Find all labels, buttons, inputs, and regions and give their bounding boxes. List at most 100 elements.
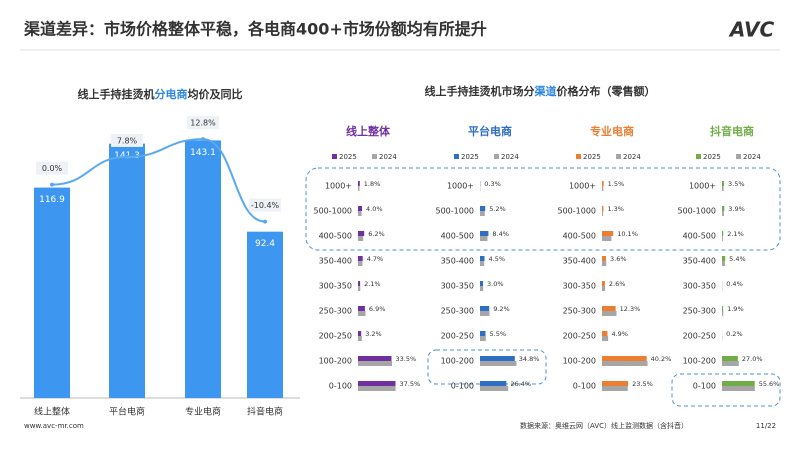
category-label: 0-100 (329, 382, 352, 391)
category-label: 400-500 (683, 232, 716, 241)
bar (602, 381, 629, 386)
bar (602, 306, 616, 311)
title-segment: 渠道 (535, 84, 557, 98)
bar (358, 281, 361, 286)
bar (602, 286, 606, 291)
bar (480, 211, 485, 216)
value-label: 3.2% (365, 330, 382, 338)
growth-label-box (111, 133, 143, 147)
bar (480, 286, 484, 291)
value-label: 5.2% (489, 205, 506, 213)
bar (358, 211, 362, 216)
legend-label: 2025 (583, 153, 601, 161)
bar (722, 306, 724, 311)
panel-title: 线上整体 (346, 124, 391, 138)
category-label: 1000+ (325, 182, 352, 191)
bar (602, 206, 604, 211)
bar (109, 143, 145, 398)
chart-title: 线上手持挂烫机市场分渠道价格分布（零售额） (425, 84, 656, 98)
growth-label-box (187, 116, 219, 130)
bar (480, 236, 488, 241)
category-label: 500-1000 (677, 207, 716, 216)
category-label: 300-350 (319, 282, 352, 291)
bar (480, 206, 486, 211)
bar (602, 356, 647, 361)
logo: AVC (728, 18, 775, 42)
value-label: 0.2% (726, 330, 743, 338)
bar (602, 181, 604, 186)
category-label: 100-200 (441, 357, 474, 366)
value-label: 3.6% (610, 255, 627, 263)
bar (358, 311, 366, 316)
bar (480, 356, 515, 361)
value-label: 26.4% (510, 380, 531, 388)
bar (602, 311, 617, 316)
category-label: 200-250 (563, 332, 596, 341)
bar (602, 186, 604, 191)
value-label: 1.8% (364, 180, 381, 188)
value-label: 4.9% (611, 330, 628, 338)
bar (358, 386, 396, 391)
highlight-box (305, 167, 781, 251)
value-label: 4.0% (366, 205, 383, 213)
value-label: 2.6% (609, 280, 626, 288)
bar (722, 311, 724, 316)
value-label: 5.5% (490, 330, 507, 338)
bar (358, 256, 363, 261)
category-label: 350-400 (319, 257, 352, 266)
bar (480, 306, 490, 311)
bar (358, 336, 362, 341)
bar (480, 256, 485, 261)
bar (358, 306, 365, 311)
bar (358, 286, 361, 291)
bar (602, 231, 614, 236)
category-label: 300-350 (441, 282, 474, 291)
bar (185, 140, 221, 399)
panel-title: 抖音电商 (710, 124, 754, 138)
legend-label: 2024 (743, 153, 761, 161)
value-label: 0.3% (484, 180, 501, 188)
bar (722, 181, 725, 186)
bar (358, 206, 362, 211)
legend-label: 2025 (461, 153, 479, 161)
panel-title: 平台电商 (468, 124, 512, 138)
category-label: 500-1000 (435, 207, 474, 216)
bar-value-label: 143.1 (190, 148, 216, 158)
value-label: 1.9% (727, 305, 744, 313)
x-tick-label: 专业电商 (185, 406, 221, 418)
bar (722, 256, 726, 261)
slide-title: 渠道差异：市场价格整体平稳，各电商400+市场份额均有所提升 (24, 20, 487, 39)
title-segment: 线上手持挂烫机 (78, 87, 155, 101)
legend-label: 2025 (339, 153, 357, 161)
category-label: 500-1000 (313, 207, 352, 216)
bar (358, 186, 360, 191)
category-label: 0-100 (693, 382, 716, 391)
title-segment: 均价及同比 (188, 87, 243, 101)
category-label: 1000+ (569, 182, 596, 191)
legend-label: 2024 (379, 153, 397, 161)
value-label: 10.1% (617, 230, 638, 238)
bar (722, 206, 725, 211)
bar (358, 261, 363, 266)
legend-swatch (616, 154, 621, 159)
value-label: 8.4% (492, 230, 509, 238)
bar (480, 336, 486, 341)
value-label: 1.5% (608, 180, 625, 188)
value-label: 23.5% (632, 380, 653, 388)
bar (358, 331, 362, 336)
category-label: 100-200 (683, 357, 716, 366)
highlight-box (427, 349, 547, 385)
page-number: 11/22 (756, 422, 776, 430)
category-label: 350-400 (563, 257, 596, 266)
x-tick-label: 线上整体 (34, 406, 70, 418)
bar (247, 231, 283, 398)
chart-title: 线上手持挂烫机分电商均价及同比 (78, 87, 243, 101)
website: www.avc-mr.com (24, 422, 84, 430)
value-label: 1.3% (607, 205, 624, 213)
category-label: 0-100 (451, 382, 474, 391)
value-label: 0.4% (726, 280, 743, 288)
bar (34, 187, 70, 398)
title-segment: 线上手持挂烫机市场分 (425, 84, 535, 98)
bar (602, 281, 605, 286)
